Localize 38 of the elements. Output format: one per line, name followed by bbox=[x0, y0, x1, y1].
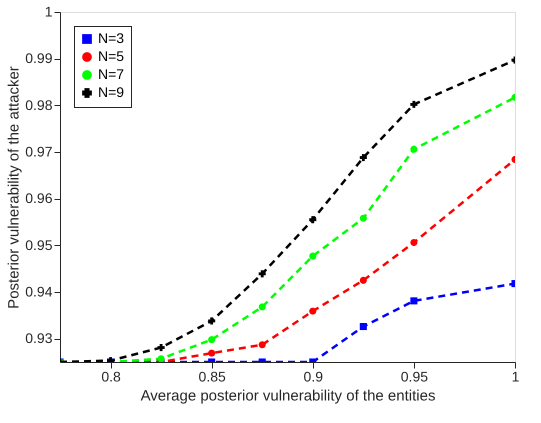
y-tick-label: 0.96 bbox=[25, 190, 53, 206]
legend-label: N=9 bbox=[98, 84, 124, 100]
y-tick-label: 0.94 bbox=[25, 284, 53, 300]
x-tick-label: 0.95 bbox=[400, 368, 428, 384]
point bbox=[410, 297, 418, 304]
point bbox=[258, 341, 266, 348]
point bbox=[309, 308, 316, 315]
y-tick-label: 1 bbox=[44, 4, 53, 20]
point bbox=[309, 252, 316, 260]
point bbox=[410, 239, 418, 246]
point bbox=[208, 317, 216, 324]
legend-label: N=3 bbox=[98, 30, 124, 46]
point bbox=[208, 336, 216, 344]
point bbox=[360, 276, 367, 284]
x-axis-title: Average posterior vulnerability of the entities bbox=[140, 388, 436, 404]
point bbox=[360, 154, 367, 162]
y-tick-label: 0.93 bbox=[25, 330, 53, 346]
x-tick-label: 0.9 bbox=[304, 368, 324, 384]
point bbox=[410, 100, 418, 108]
legend-label: N=5 bbox=[98, 48, 124, 64]
point bbox=[309, 216, 316, 224]
y-tick-label: 0.97 bbox=[25, 144, 53, 160]
legend-label: N=7 bbox=[98, 66, 124, 82]
point bbox=[360, 322, 367, 330]
point bbox=[158, 355, 165, 362]
point bbox=[208, 350, 216, 357]
point bbox=[258, 270, 266, 278]
y-tick-label: 0.95 bbox=[25, 236, 53, 253]
y-tick-label: 0.98 bbox=[25, 96, 53, 113]
x-tick-label: 1 bbox=[512, 368, 520, 384]
point bbox=[258, 303, 266, 310]
y-axis-title: Posterior vulnerability of the attacker bbox=[5, 66, 22, 309]
x-tick-label: 0.8 bbox=[101, 368, 121, 384]
x-tick-label: 0.85 bbox=[198, 368, 226, 384]
point bbox=[410, 146, 418, 153]
point bbox=[158, 344, 165, 352]
point bbox=[360, 214, 367, 222]
y-tick-label: 0.99 bbox=[25, 50, 53, 66]
